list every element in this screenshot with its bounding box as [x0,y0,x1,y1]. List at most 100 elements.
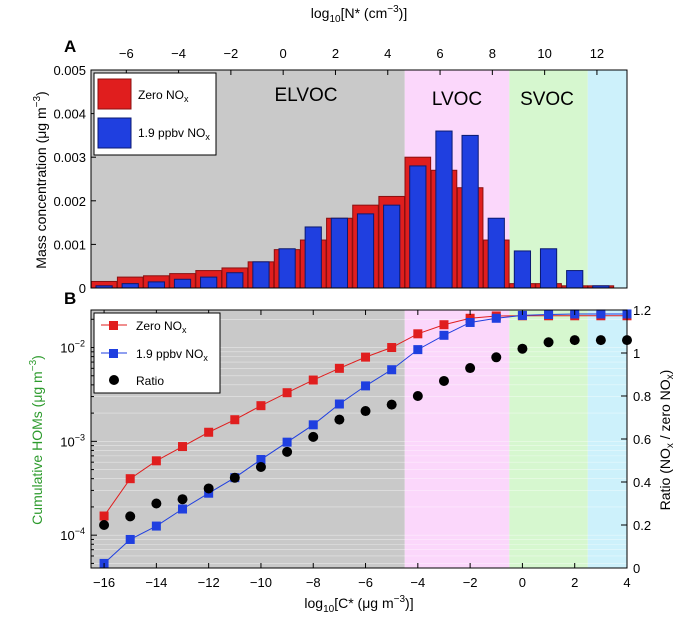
marker-zero-nox [361,352,371,362]
bar-nox [513,250,532,289]
marker-ratio [595,335,606,346]
legend-a-zero-nox: Zero NOx [138,88,189,104]
panel-a-top-axis-label: log10[N* (cm−3)] [311,4,407,25]
bar-nox [278,248,296,289]
tick-label-b-right: 0.6 [633,432,651,447]
tick-label-b-right: 0.2 [633,518,651,533]
tick-label-a-y: 0.001 [53,237,86,252]
marker-zero-nox [204,427,214,437]
bar-nox [173,278,192,289]
bar-nox [330,217,348,289]
marker-ratio [569,335,580,346]
tick-label-a-top: 10 [537,46,551,61]
bar-nox [461,134,479,289]
panel-b-grid [91,318,627,564]
marker-zero-nox [256,401,266,411]
tick-label-a-y: 0.002 [53,194,86,209]
marker-nox [125,534,135,544]
marker-ratio [412,391,423,401]
tick-label-b-x: −2 [463,575,478,590]
marker-nox [387,365,397,375]
marker-ratio [543,337,554,348]
panel-b-legend: Zero NOx 1.9 ppbv NOx Ratio [93,312,221,394]
marker-nox [308,420,318,430]
tick-label-a-top: 6 [436,46,443,61]
marker-ratio [203,483,214,494]
marker-ratio [151,498,162,509]
marker-zero-nox [230,415,240,425]
tick-label-b-x: 4 [623,575,630,590]
marker-zero-nox [178,442,188,452]
tick-label-b-right: 1.2 [633,303,651,318]
marker-ratio [282,446,293,457]
marker-ratio [465,363,476,374]
tick-label-a-top: −4 [171,46,186,61]
region-label-svoc: SVOC [520,89,574,110]
tick-label-a-top: −2 [223,46,238,61]
tick-label-b-right: 1 [633,346,640,361]
tick-label-b-right: 0.4 [633,475,651,490]
tick-label-a-y: 0.004 [53,107,86,122]
tick-label-b-x: −10 [250,575,272,590]
marker-ratio [386,399,397,410]
bar-nox [383,204,401,289]
panel-b-x-ticks: −16 −14 −12 −10 −8 −6 −4 −2 0 2 4 [93,310,631,590]
bar-nox [487,217,505,289]
marker-nox [544,309,554,319]
marker-nox [334,399,344,409]
tick-label-b-x: −14 [145,575,167,590]
tick-label-b-x: 2 [571,575,578,590]
panel-a-bars [90,130,615,289]
marker-nox [491,313,501,323]
bar-nox [200,276,218,289]
marker-nox [178,504,188,514]
panel-b-x-axis-label: log10[C* (μg m−3)] [304,594,413,615]
tick-label-b-x: −16 [93,575,115,590]
bar-nox [304,226,322,289]
bar-nox [566,270,584,289]
tick-label-b-x: −8 [306,575,321,590]
marker-zero-nox [308,375,318,385]
bar-nox [121,283,139,289]
tick-label-a-top: 8 [489,46,496,61]
panel-b-left-ticks: 10−4 10−3 10−2 [60,318,97,564]
marker-zero-nox [282,388,292,398]
marker-nox [596,309,606,319]
tick-label-a-y: 0 [79,281,86,296]
marker-ratio [491,352,502,363]
panel-a-legend: Zero NOx 1.9 ppbv NOx [93,72,217,156]
marker-nox [151,521,161,531]
marker-zero-nox [99,511,109,521]
bar-nox [409,165,427,289]
panel-a-y-ticks: 0 0.001 0.002 0.003 0.004 0.005 [53,63,96,296]
marker-ratio [177,494,188,505]
legend-b-nox: 1.9 ppbv NOx [136,347,208,363]
region-a-3 [587,70,627,288]
tick-label-a-y: 0.005 [53,63,86,78]
marker-ratio [517,343,528,354]
region-label-lvoc: LVOC [432,89,482,110]
tick-label-a-y: 0.003 [53,150,86,165]
tick-label-b-left: 10−4 [60,526,85,543]
marker-ratio [229,472,240,483]
marker-nox [282,437,292,447]
tick-label-b-x: −12 [198,575,220,590]
legend-a-nox: 1.9 ppbv NOx [138,126,210,142]
marker-nox [465,317,475,327]
marker-nox [256,455,266,465]
marker-zero-nox [151,456,161,466]
legend-b-ratio: Ratio [136,374,164,388]
panel-b-right-ticks: 0 0.2 0.4 0.6 0.8 1 1.2 [621,303,651,576]
panel-b-label: B [64,289,76,308]
tick-label-b-right: 0 [633,561,640,576]
bar-nox [539,248,558,289]
marker-ratio [360,406,371,417]
panel-a-top-ticks: −6 −4 −2 0 2 4 6 8 10 12 [119,46,604,75]
marker-ratio [334,414,345,425]
tick-label-b-left: 10−2 [60,339,85,356]
tick-label-b-left: 10−3 [60,432,85,449]
tick-label-a-top: 2 [332,46,339,61]
bar-nox [226,272,244,289]
marker-ratio [99,520,110,530]
